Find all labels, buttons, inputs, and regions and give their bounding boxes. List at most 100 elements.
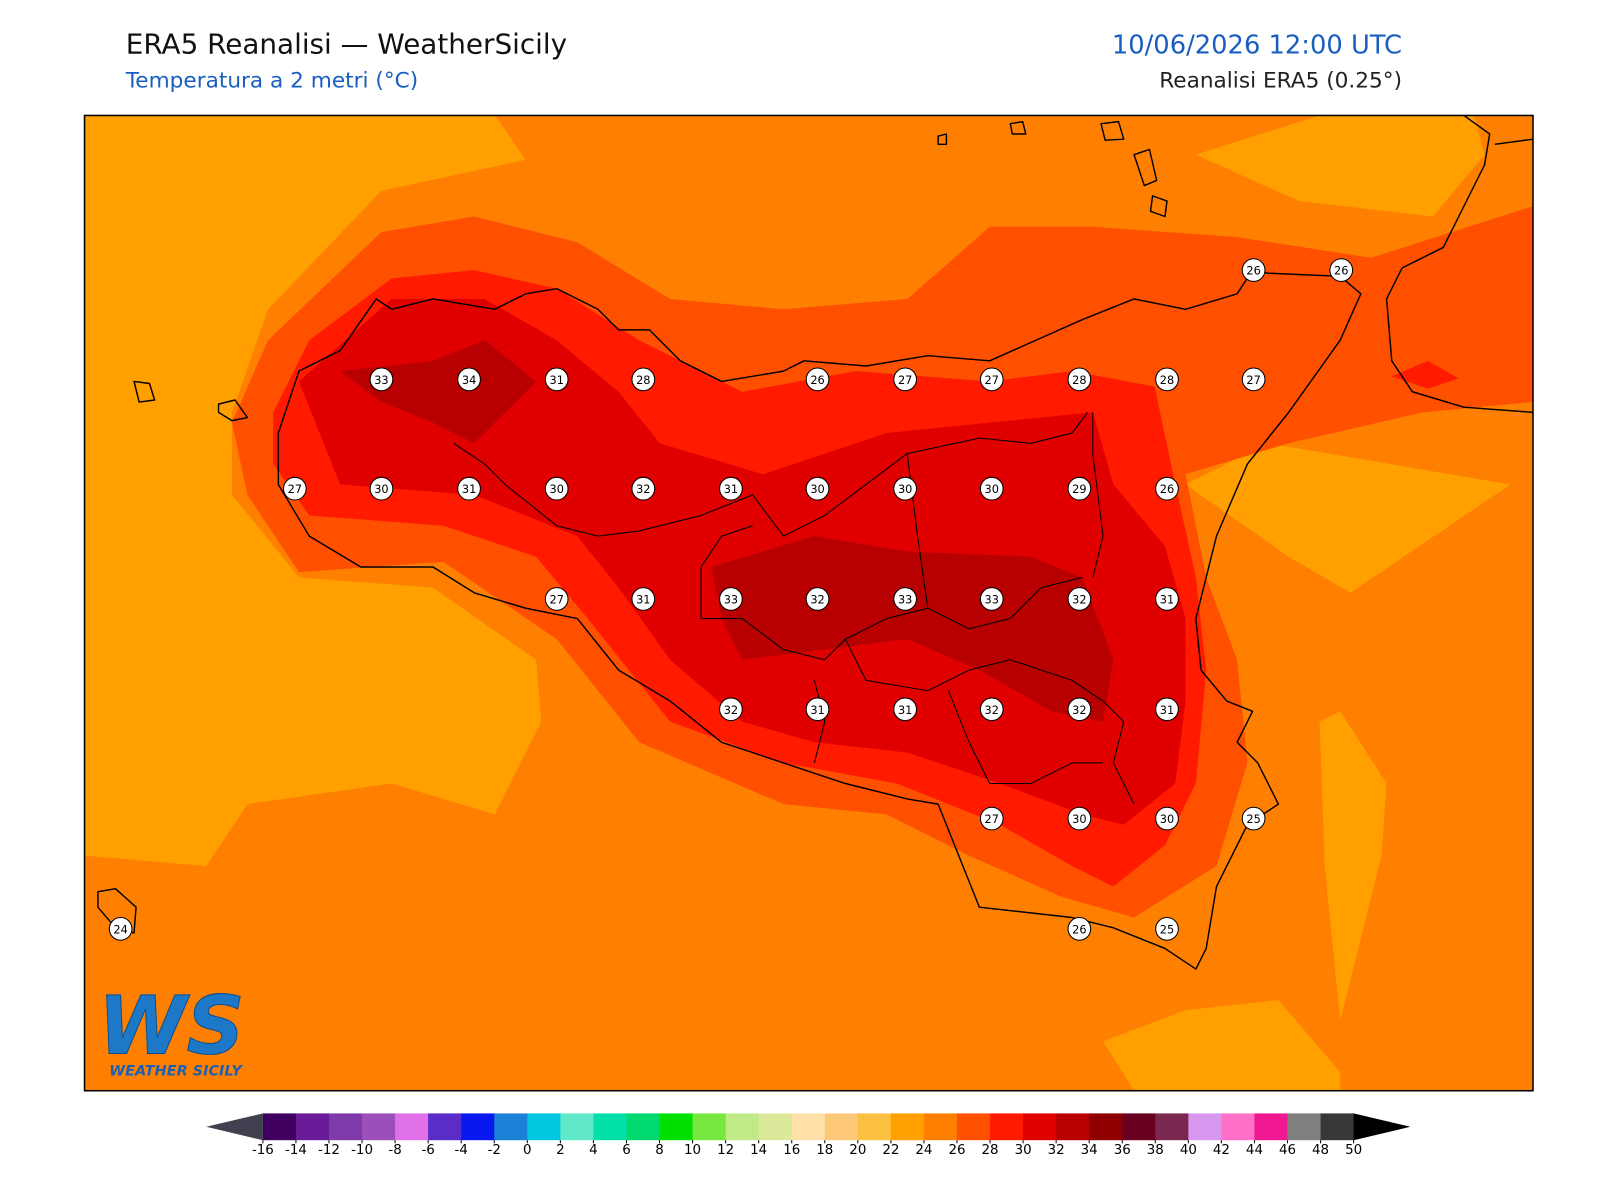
station-marker: [979, 587, 1004, 611]
colorbar-tick-label: 44: [1246, 1143, 1263, 1158]
station-value: 31: [462, 482, 476, 496]
station-value: 33: [374, 373, 388, 387]
islands: [97, 120, 1168, 934]
colorbar-tick-label: -2: [488, 1143, 501, 1158]
colorbar-tick-label: -12: [318, 1143, 340, 1158]
colorbar-tick-label: -8: [388, 1143, 401, 1158]
station-value: 27: [288, 482, 302, 496]
station-value: 25: [1160, 922, 1174, 936]
station-marker: [631, 587, 656, 611]
colorbar-tick-label: 6: [622, 1143, 631, 1158]
station-value: 32: [1072, 592, 1086, 606]
colorbar-box: [1122, 1113, 1156, 1141]
station-value: 31: [1160, 703, 1174, 717]
station-value: 26: [810, 373, 824, 387]
colorbar-tick-label: 14: [750, 1143, 767, 1158]
field-22-24: [1195, 115, 1485, 217]
colorbar-box: [593, 1113, 627, 1141]
station-marker: [805, 587, 830, 611]
station-marker: [893, 476, 918, 501]
stations: 33 34 31 28 26 27 27 28 28 27 26 26 27 30 31 30 32 31 30 30…: [108, 258, 1354, 941]
station-marker: [1155, 806, 1179, 831]
station-marker: [979, 806, 1004, 831]
station-value: 33: [724, 592, 738, 606]
station-marker: [979, 476, 1004, 501]
field-22-24: [1185, 443, 1511, 593]
station-value: 26: [1334, 264, 1348, 278]
field-32-34: [340, 340, 537, 444]
colorbar-box: [1188, 1113, 1222, 1141]
station-marker: [893, 367, 918, 392]
station-marker: [544, 587, 569, 611]
station-value: 32: [724, 703, 738, 717]
colorbar-tick-label: 28: [982, 1143, 999, 1158]
field-32-34: [711, 536, 1114, 722]
colorbar-tick-label: 18: [816, 1143, 833, 1158]
station-value: 28: [1072, 373, 1086, 387]
colorbar-box: [725, 1113, 760, 1141]
colorbar-tick-label: 36: [1114, 1143, 1131, 1158]
station-marker: [719, 587, 743, 611]
colorbar-box: [824, 1113, 859, 1141]
logo-name: WEATHER SICILY: [109, 1063, 243, 1079]
station-marker: [1155, 367, 1179, 392]
station-marker: [805, 476, 830, 501]
station-value: 27: [1246, 373, 1260, 387]
station-value: 31: [898, 703, 912, 717]
station-value: 31: [810, 703, 824, 717]
colorbar-tick-label: 46: [1279, 1143, 1296, 1158]
station-marker: [719, 697, 743, 722]
colorbar-box: [758, 1113, 793, 1141]
station-value: 28: [1160, 373, 1174, 387]
station-value: 24: [113, 922, 127, 936]
colorbar-tick-label: 38: [1147, 1143, 1164, 1158]
station-marker: [1241, 806, 1266, 831]
colorbar-tick-label: 32: [1048, 1143, 1065, 1158]
colorbar-box: [527, 1113, 561, 1141]
station-marker: [893, 697, 918, 722]
station-marker: [457, 476, 481, 501]
colorbar-box: [1221, 1113, 1255, 1141]
station-marker: [1067, 697, 1092, 722]
field-28-30: [1391, 360, 1459, 389]
station-value: 30: [810, 482, 824, 496]
station-marker: [805, 697, 830, 722]
station-value: 30: [898, 482, 912, 496]
station-marker: [1155, 476, 1179, 501]
colorbar-box: [295, 1113, 330, 1141]
colorbar-box: [428, 1113, 462, 1141]
colorbar-tick-label: 48: [1312, 1143, 1329, 1158]
station-marker: [1067, 367, 1092, 392]
colorbar-box: [659, 1113, 694, 1141]
colorbar-tick-label: 42: [1213, 1143, 1230, 1158]
colorbar-box: [494, 1113, 528, 1141]
station-value: 33: [985, 592, 999, 606]
colorbar-box: [560, 1113, 594, 1141]
station-marker: [1067, 476, 1092, 501]
colorbar-box: [923, 1113, 958, 1141]
station-marker: [1067, 917, 1092, 941]
station-value: 27: [898, 373, 912, 387]
colorbar-box: [395, 1113, 429, 1141]
station-value: 31: [724, 482, 738, 496]
station-value: 30: [1160, 812, 1174, 826]
colorbar-tick-label: 20: [849, 1143, 866, 1158]
station-marker: [457, 367, 481, 392]
colorbar-box: [328, 1113, 363, 1141]
colorbar-tick-label: 8: [655, 1143, 664, 1158]
station-value: 27: [549, 592, 563, 606]
colorbar-box: [1320, 1113, 1355, 1141]
colorbar-box: [1155, 1113, 1189, 1141]
logo: WS WEATHER SICILY: [97, 978, 245, 1079]
colorbar-box: [1287, 1113, 1322, 1141]
colorbar-box: [362, 1113, 396, 1141]
station-value: 26: [1072, 922, 1086, 936]
colorbar-box: [1056, 1113, 1090, 1141]
colorbar-over: [1353, 1113, 1411, 1141]
station-marker: [1155, 697, 1179, 722]
colorbar-box: [1023, 1113, 1057, 1141]
colorbar-box: [461, 1113, 495, 1141]
colorbar-box: [857, 1113, 892, 1141]
station-value: 32: [810, 592, 824, 606]
